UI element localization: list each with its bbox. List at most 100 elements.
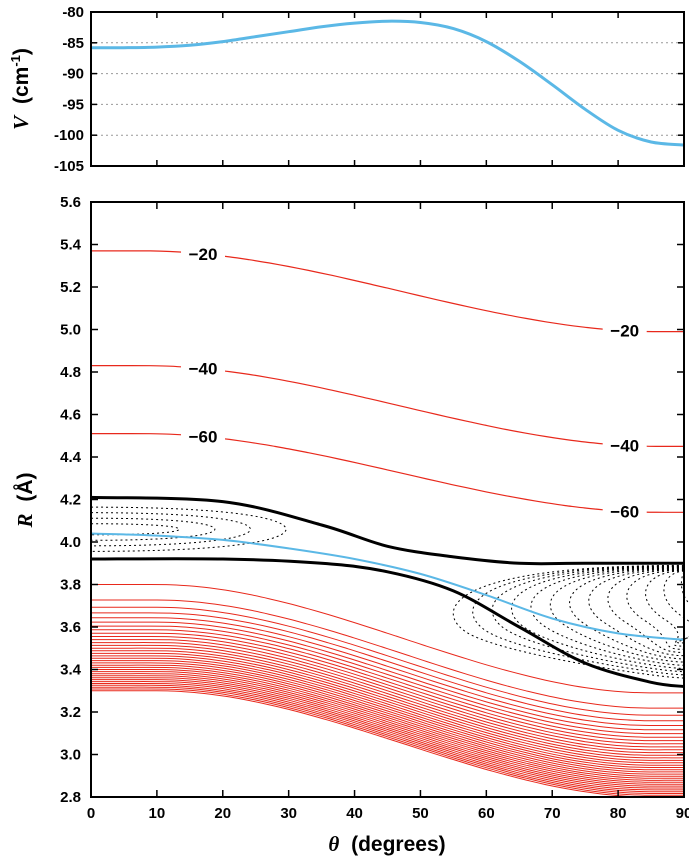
contour-label: −20 <box>610 322 639 341</box>
repulsive-contour <box>91 684 684 793</box>
well-contour-right <box>588 568 685 657</box>
bottom-y-tick-label: 5.4 <box>60 237 82 254</box>
repulsive-contour <box>91 606 684 716</box>
repulsive-contour <box>91 636 684 745</box>
repulsive-contour <box>91 690 684 798</box>
top-y-axis-title: V (cm-1) <box>8 48 33 130</box>
well-contour-left <box>90 523 180 536</box>
top-y-tick-label: -95 <box>62 96 84 113</box>
repulsive-contour <box>91 664 684 773</box>
bottom-x-tick-label: 70 <box>544 805 561 822</box>
repulsive-contour <box>91 677 684 785</box>
bottom-x-tick-label: 30 <box>280 805 297 822</box>
bottom-x-tick-label: 80 <box>610 805 627 822</box>
bottom-x-tick-label: 0 <box>87 805 95 822</box>
well-contour-right <box>472 565 685 676</box>
contour-label: −60 <box>610 502 639 521</box>
repulsive-contour <box>91 679 684 787</box>
contour-label-bg <box>181 425 226 448</box>
bottom-x-tick-label: 50 <box>412 805 429 822</box>
contour-lines <box>90 250 685 798</box>
repulsive-contour <box>91 612 684 722</box>
repulsive-contour <box>91 688 684 796</box>
contour-label-bg <box>602 500 647 523</box>
repulsive-contour <box>90 644 684 754</box>
x-axis-title: θ (degrees) <box>328 832 445 856</box>
top-grid <box>91 42 684 136</box>
contour-label: −60 <box>189 428 218 447</box>
contour-label: −40 <box>610 436 639 455</box>
well-contour-right <box>663 570 689 644</box>
repulsive-contour <box>91 681 684 789</box>
bottom-x-tick-label: 10 <box>149 805 166 822</box>
well-contour-right <box>530 567 685 666</box>
well-contour-left <box>90 517 216 541</box>
top-y-tick-label: -90 <box>62 66 84 83</box>
repulsive-contour <box>91 625 685 735</box>
contour-label: −40 <box>189 360 218 379</box>
repulsive-contour <box>91 652 684 761</box>
bottom-y-axis-title-text: R (Å) <box>13 472 37 528</box>
repulsive-contour <box>90 668 684 777</box>
bottom-x-tick-label: 20 <box>214 805 231 822</box>
well-contour-right <box>491 565 685 673</box>
repulsive-contour <box>90 642 684 751</box>
bottom-x-tick-label: 90 <box>676 805 689 822</box>
repulsive-contour <box>91 621 684 731</box>
repulsive-contour <box>91 660 684 769</box>
top-plot-frame <box>90 11 685 167</box>
bottom-y-tick-label: 4.4 <box>60 449 82 466</box>
repulsive-contour <box>91 671 685 779</box>
contour-label-bg <box>181 357 226 380</box>
top-ticks: -80 -85 -90 -95 -100 -105 <box>54 4 685 175</box>
top-y-tick-label: -105 <box>54 158 84 175</box>
repulsive-contour <box>91 629 684 738</box>
repulsive-contour <box>91 639 685 748</box>
repulsive-contour <box>90 647 684 756</box>
bottom-x-tick-label: 40 <box>346 805 363 822</box>
top-y-tick-label: -85 <box>62 35 84 52</box>
zero-contour <box>90 557 685 688</box>
well-contour-right <box>452 564 685 679</box>
bottom-y-tick-label: 3.8 <box>60 577 81 594</box>
well-contour-right <box>626 569 685 650</box>
bottom-y-tick-label: 3.0 <box>60 747 81 764</box>
labeled-contour <box>91 433 684 513</box>
top-y-axis-title-text: V (cm-1) <box>8 48 33 130</box>
repulsive-contour <box>90 686 684 795</box>
repulsive-contour <box>90 632 685 742</box>
contour-label-bg <box>181 242 226 265</box>
labeled-contour <box>90 250 685 333</box>
bottom-y-tick-label: 5.2 <box>60 279 81 296</box>
contour-labels: −20 −20 −40 −40 −60 −60 <box>181 242 647 523</box>
bottom-y-tick-label: 5.6 <box>60 194 81 211</box>
bottom-x-tick-label: 60 <box>478 805 495 822</box>
contour-label: −20 <box>189 245 218 264</box>
bottom-y-tick-label: 4.6 <box>60 407 81 424</box>
repulsive-contour <box>91 650 685 759</box>
contour-label-bg <box>602 319 647 342</box>
repulsive-contour <box>90 583 684 694</box>
repulsive-contour <box>91 657 684 766</box>
well-contour-right <box>511 566 685 669</box>
bottom-y-tick-label: 4.0 <box>60 534 81 551</box>
bottom-y-tick-label: 4.2 <box>60 492 81 509</box>
well-contour-right <box>645 570 685 647</box>
zero-contours <box>90 495 685 688</box>
repulsive-contour <box>90 675 684 783</box>
top-panel: -80 -85 -90 -95 -100 -105 V (cm-1) <box>8 4 685 175</box>
repulsive-contour <box>90 599 684 709</box>
repulsive-contour <box>91 662 684 771</box>
bottom-ticks: 2.8 3.0 3.2 3.4 3.6 3.8 4.0 4.2 4.4 4.6 4.8 5.0 5.2 5… <box>60 194 689 822</box>
repulsive-contour <box>91 655 684 764</box>
zero-contour <box>90 495 684 566</box>
bottom-y-tick-label: 5.0 <box>60 322 81 339</box>
well-contour-right <box>549 567 685 663</box>
top-y-tick-label: -80 <box>62 4 84 21</box>
repulsive-contour <box>91 617 684 727</box>
well-dotted-contours <box>90 506 689 679</box>
potential-curve <box>90 19 685 147</box>
bottom-y-tick-label: 3.6 <box>60 619 81 636</box>
top-y-tick-label: -100 <box>54 127 84 144</box>
bottom-y-tick-label: 3.2 <box>60 704 81 721</box>
